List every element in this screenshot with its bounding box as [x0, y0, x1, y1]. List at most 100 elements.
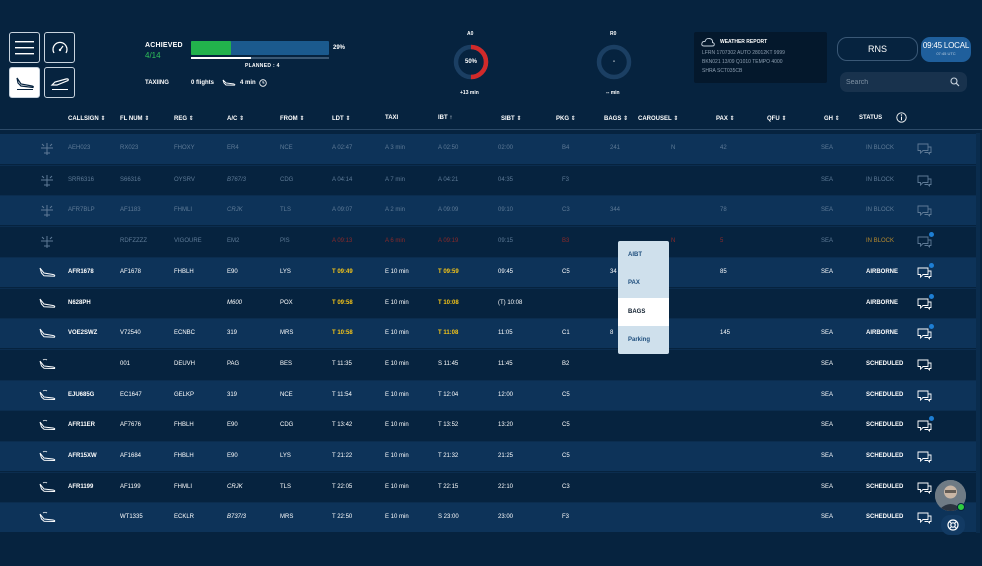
- plane-scheduled-icon: [39, 389, 56, 400]
- col-bags[interactable]: BAGS ⇕: [604, 116, 629, 122]
- comment-icon[interactable]: [917, 143, 932, 155]
- comment-icon[interactable]: [917, 175, 932, 187]
- table-row[interactable]: AFR7BLP AF1183 FHMLI CRJK TLS A 09:07 A 2 min A…: [0, 195, 976, 226]
- cell-pkg: B4: [562, 145, 570, 151]
- cell-sibt: 11:45: [498, 360, 513, 367]
- col-status[interactable]: STATUS: [859, 115, 883, 121]
- table-row[interactable]: AFR11ER AF7676 FHBLH E90 CDG T 13:42 E 10 min T…: [0, 410, 976, 441]
- comment-icon[interactable]: [917, 451, 932, 463]
- scrollbar[interactable]: [976, 133, 980, 533]
- cell-callsign: AEH023: [68, 145, 91, 151]
- cell-carousel: N: [671, 238, 676, 245]
- gauge-view-button[interactable]: [44, 32, 75, 63]
- comment-icon[interactable]: [917, 359, 932, 371]
- comment-icon[interactable]: [917, 298, 932, 310]
- utc-time: 07:45 UTC: [936, 51, 956, 56]
- menu-button[interactable]: [9, 32, 40, 63]
- cell-status: SCHEDULED: [866, 514, 904, 521]
- col-sibt[interactable]: SIBT ⇕: [501, 116, 522, 122]
- table-row[interactable]: WT1335 ECKLR B737/3 MRS T 22:50 E 10 min S 23:…: [0, 502, 976, 533]
- table-row[interactable]: SRR6316 S66316 OYSRV B767/3 CDG A 04:14 A 7 mi…: [0, 164, 976, 195]
- station-button[interactable]: RNS: [837, 37, 918, 61]
- cell-from: NCE: [280, 145, 293, 151]
- col-taxi[interactable]: TAXI: [385, 115, 399, 121]
- comment-icon[interactable]: [917, 267, 932, 279]
- cell-ibt: A 09:09: [438, 207, 459, 214]
- cell-ac: 319: [227, 391, 238, 398]
- comment-icon[interactable]: [917, 390, 932, 402]
- col-ac[interactable]: A/C ⇕: [227, 116, 245, 122]
- cell-callsign: AFR11ER: [68, 422, 96, 429]
- cell-gh: SEA: [821, 330, 834, 337]
- plane-scheduled-icon: [39, 512, 56, 523]
- table-row[interactable]: VOE2SWZ V72540 ECNBC 319 MRS T 10:58 E 10 min T…: [0, 318, 976, 349]
- cell-reg: FHBLH: [174, 453, 194, 459]
- cell-ac: B737/3: [227, 514, 247, 521]
- cell-flnum: RX023: [120, 145, 139, 151]
- cell-from: TLS: [280, 483, 292, 490]
- search-input[interactable]: [846, 76, 946, 88]
- col-flnum[interactable]: FL NUM ⇕: [120, 116, 150, 122]
- cell-pkg: C5: [562, 268, 570, 275]
- help-button[interactable]: [941, 515, 965, 535]
- menu-item-bags[interactable]: BAGS: [618, 298, 669, 326]
- plane-landing-icon: [39, 267, 56, 277]
- clock-icon: [259, 79, 267, 87]
- col-reg[interactable]: REG ⇕: [174, 116, 194, 122]
- gauge-r0: [596, 44, 632, 80]
- cell-callsign: AFR15XW: [68, 453, 97, 459]
- achieved-label: ACHIEVED: [145, 42, 183, 49]
- table-row[interactable]: RDFZZZZ VIGOURE EM2 PIS A 09:13 A 6 min A 09:1…: [0, 226, 976, 257]
- search-icon[interactable]: [950, 77, 960, 87]
- cell-taxi: E 10 min: [385, 268, 409, 275]
- cell-flnum: EC1647: [120, 391, 142, 398]
- comment-icon[interactable]: [917, 420, 932, 433]
- table-row[interactable]: AFR1199 AF1199 FHMLI CRJK TLS T 22:05 E 10 min…: [0, 471, 976, 502]
- cell-reg: FHBLH: [174, 422, 194, 429]
- cell-taxi: A 2 min: [385, 207, 406, 214]
- cell-ibt: A 02:50: [438, 145, 459, 151]
- comment-icon[interactable]: [917, 328, 932, 341]
- col-qfu[interactable]: QFU ⇕: [767, 116, 787, 122]
- local-time: 09:45 LOCAL: [922, 41, 970, 50]
- cell-status: IN BLOCK: [866, 238, 895, 245]
- menu-item-parking[interactable]: Parking: [628, 337, 651, 343]
- col-callsign[interactable]: CALLSIGN ⇕: [68, 116, 106, 122]
- info-icon[interactable]: [896, 112, 907, 123]
- search-box[interactable]: [840, 72, 967, 92]
- cell-sibt: 09:15: [498, 238, 514, 245]
- top-header: ACHIEVED 4/14 29% PLANNED : 4 TAXIING 0 …: [0, 0, 982, 130]
- new-message-dot: [929, 293, 934, 299]
- table-row[interactable]: AEH023 RX023 FHOXY ER4 NCE A 02:47 A 3 min A 02…: [0, 134, 976, 164]
- cell-taxi: E 10 min: [385, 514, 409, 521]
- col-carousel[interactable]: CAROUSEL ⇕: [638, 116, 679, 122]
- menu-item-pax[interactable]: PAX: [628, 280, 640, 286]
- cell-ldt: A 09:07: [332, 207, 353, 214]
- col-pax[interactable]: PAX ⇕: [716, 116, 735, 122]
- comment-icon[interactable]: [917, 236, 932, 249]
- table-row[interactable]: AFR1678 AF1678 FHBLH E90 LYS T 09:49 E 10 min T…: [0, 256, 976, 287]
- table-row[interactable]: 001 DEUVH PAG BES T 11:35 E 10 min S 11:45 11:4…: [0, 348, 976, 379]
- cell-callsign: N628PH: [68, 299, 91, 306]
- table-row[interactable]: N628PH M600 POX T 09:58 E 10 min T 10:08 (T) 1…: [0, 287, 976, 318]
- comment-icon[interactable]: [917, 205, 932, 218]
- col-pkg[interactable]: PKG ⇕: [556, 116, 576, 122]
- new-message-dot: [929, 262, 934, 268]
- cell-flnum: RDFZZZZ: [120, 238, 147, 245]
- local-time-badge[interactable]: 09:45 LOCAL 07:45 UTC: [921, 37, 971, 62]
- comment-icon[interactable]: [917, 512, 932, 525]
- arrivals-tab-button[interactable]: [9, 67, 40, 98]
- col-from[interactable]: FROM ⇕: [280, 116, 305, 122]
- comment-icon[interactable]: [917, 482, 932, 494]
- table-row[interactable]: AFR15XW AF1684 FHBLH E90 LYS T 21:22 E 10 min T…: [0, 441, 976, 471]
- cell-reg: FHMLI: [174, 483, 192, 490]
- cell-flnum: AF7676: [120, 422, 142, 429]
- col-gh[interactable]: GH ⇕: [824, 116, 840, 122]
- plane-scheduled-icon: [39, 481, 56, 492]
- table-row[interactable]: EJU685G EC1647 GELKP 319 NCE T 11:54 E 10 min T…: [0, 379, 976, 410]
- menu-item-aibt[interactable]: AIBT: [628, 252, 642, 258]
- cell-taxi: E 10 min: [385, 360, 409, 367]
- col-ibt[interactable]: IBT ↑: [438, 115, 453, 121]
- col-ldt[interactable]: LDT ⇕: [332, 116, 351, 122]
- departures-tab-button[interactable]: [44, 67, 75, 98]
